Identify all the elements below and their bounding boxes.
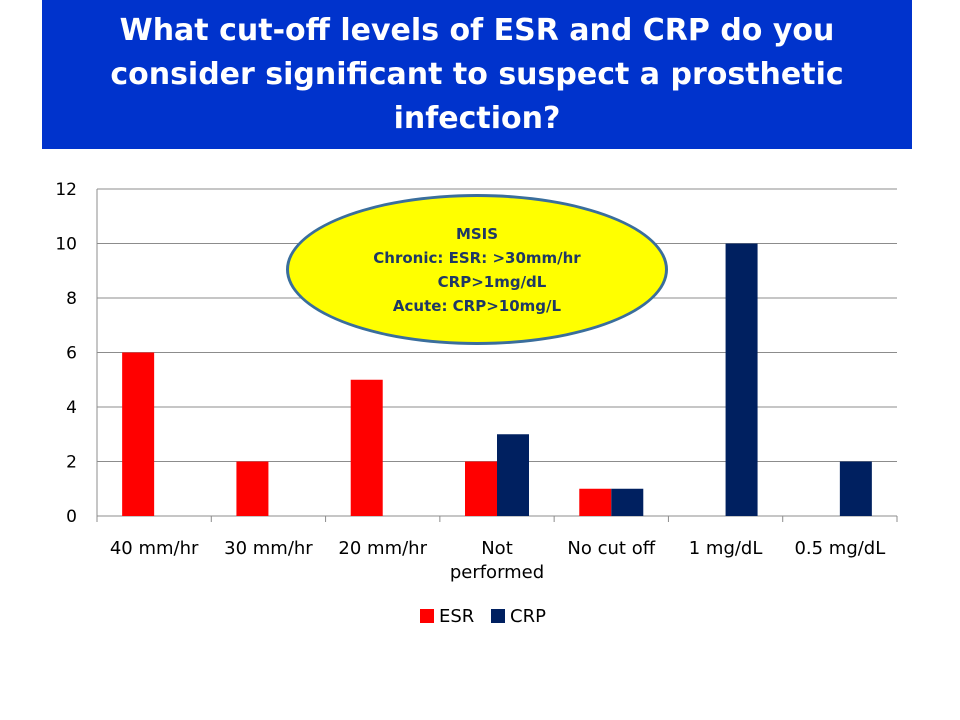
y-tick-label: 0 [66, 507, 77, 527]
bar-esr [350, 379, 383, 516]
y-tick-label: 12 [55, 180, 77, 200]
bar-esr [236, 461, 269, 516]
x-tick-label: 0.5 mg/dL [794, 538, 885, 559]
x-tick-label: 20 mm/hr [338, 538, 427, 559]
title-banner: What cut-off levels of ESR and CRP do yo… [42, 0, 912, 149]
x-tick-label: 1 mg/dL [689, 538, 763, 559]
callout-line-3: CRP>1mg/dL [437, 272, 547, 291]
callout-line-1: MSIS [455, 224, 499, 243]
legend-label-crp: CRP [510, 606, 546, 627]
bar-crp [497, 434, 529, 516]
bar-crp [725, 243, 758, 516]
x-tick-label: Not performed [450, 538, 544, 583]
x-tick-label: 30 mm/hr [224, 538, 313, 559]
callout-line-2: Chronic: ESR: >30mm/hr [373, 248, 581, 267]
bar-esr [465, 461, 497, 516]
callout-line-4: Acute: CRP>10mg/L [392, 296, 562, 315]
bar-esr [122, 352, 155, 516]
y-tick-label: 2 [66, 453, 77, 473]
slide-title: What cut-off levels of ESR and CRP do yo… [110, 12, 844, 136]
legend-swatch-crp [491, 609, 505, 623]
legend-label-esr: ESR [439, 606, 474, 627]
y-tick-label: 8 [66, 289, 77, 309]
x-tick-label: No cut off [567, 538, 655, 559]
bar-esr [579, 488, 612, 516]
x-tick-label: 40 mm/hr [110, 538, 199, 559]
bar-crp [611, 488, 644, 516]
bar-crp [839, 461, 872, 516]
y-tick-label: 4 [66, 398, 77, 418]
y-tick-label: 6 [66, 344, 77, 364]
legend-swatch-esr [420, 609, 434, 623]
y-tick-label: 10 [55, 235, 77, 255]
msis-callout: MSIS Chronic: ESR: >30mm/hr CRP>1mg/dL A… [286, 194, 668, 345]
